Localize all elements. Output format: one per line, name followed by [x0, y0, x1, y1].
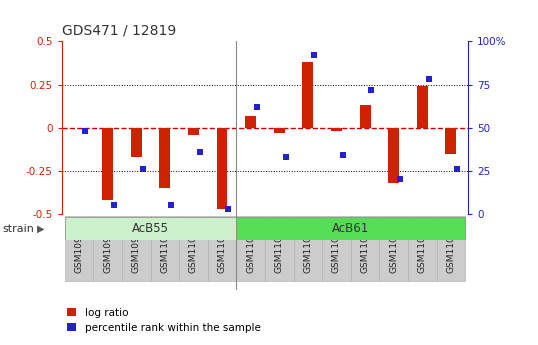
Bar [359, 105, 371, 128]
Bar [131, 128, 141, 157]
Text: GSM11001: GSM11001 [189, 224, 198, 273]
Bar [245, 116, 256, 128]
Bar [274, 128, 285, 133]
Bar [322, 216, 351, 281]
Bar [417, 86, 428, 128]
Text: AcB61: AcB61 [332, 222, 370, 235]
Text: GSM11009: GSM11009 [418, 224, 427, 273]
Text: AcB55: AcB55 [132, 222, 169, 235]
Text: GSM10999: GSM10999 [132, 224, 141, 273]
Text: GSM11006: GSM11006 [332, 224, 341, 273]
Bar [351, 216, 379, 281]
Text: GSM11005: GSM11005 [303, 224, 313, 273]
Text: ▶: ▶ [37, 224, 44, 234]
Bar [379, 216, 408, 281]
Bar [408, 216, 437, 281]
Bar [294, 216, 322, 281]
Text: GSM11002: GSM11002 [217, 224, 226, 273]
Text: GSM11000: GSM11000 [160, 224, 169, 273]
Bar [437, 216, 465, 281]
Text: GSM11003: GSM11003 [246, 224, 255, 273]
Bar [388, 128, 399, 183]
Bar [102, 128, 113, 200]
Bar [188, 128, 199, 135]
Bar [93, 216, 122, 281]
Text: GSM11004: GSM11004 [275, 224, 284, 273]
Bar [445, 128, 456, 154]
Bar [265, 216, 294, 281]
Bar [65, 216, 93, 281]
Bar [159, 128, 171, 188]
Text: strain: strain [3, 224, 34, 234]
Text: GSM10997: GSM10997 [75, 224, 83, 273]
Bar [331, 128, 342, 131]
Bar [65, 217, 236, 240]
Bar [208, 216, 236, 281]
Bar [236, 216, 265, 281]
Text: GSM10998: GSM10998 [103, 224, 112, 273]
Bar [151, 216, 179, 281]
Text: GSM11008: GSM11008 [389, 224, 398, 273]
Bar [302, 62, 313, 128]
Legend: log ratio, percentile rank within the sample: log ratio, percentile rank within the sa… [67, 308, 261, 333]
Text: GDS471 / 12819: GDS471 / 12819 [62, 24, 176, 38]
Bar [179, 216, 208, 281]
Text: GSM11010: GSM11010 [447, 224, 455, 273]
Text: GSM11007: GSM11007 [360, 224, 370, 273]
Bar [236, 217, 465, 240]
Bar [122, 216, 151, 281]
Bar [217, 128, 228, 209]
